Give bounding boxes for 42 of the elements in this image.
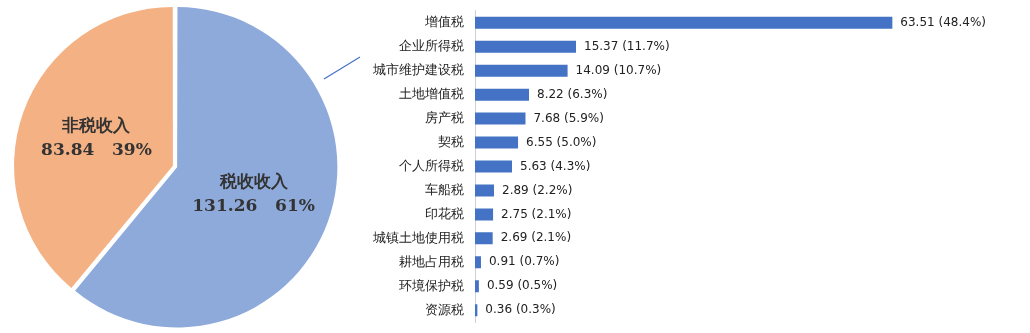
y-tick-label: 土地增值税 bbox=[399, 86, 464, 102]
y-tick-label: 车船税 bbox=[425, 182, 464, 198]
bar bbox=[475, 160, 512, 173]
data-label: 2.75 (2.1%) bbox=[501, 206, 572, 221]
y-tick-label: 增值税 bbox=[424, 14, 464, 30]
data-label: 2.89 (2.2%) bbox=[501, 182, 573, 197]
bar bbox=[475, 64, 568, 77]
y-tick-label: 印花税 bbox=[425, 205, 464, 221]
data-label: 15.37 (11.7%) bbox=[584, 38, 670, 53]
y-tick-label: 契税 bbox=[438, 134, 464, 150]
y-tick-label: 城镇土地使用税 bbox=[372, 229, 464, 245]
bar bbox=[475, 40, 576, 53]
y-tick-label: 企业所得税 bbox=[399, 38, 464, 54]
y-tick-label: 个人所得税 bbox=[399, 158, 464, 174]
bar bbox=[475, 112, 526, 125]
data-label: 0.91 (0.7%) bbox=[488, 254, 560, 269]
bar bbox=[475, 208, 494, 221]
y-tick-label: 资源税 bbox=[425, 301, 464, 317]
data-label: 0.36 (0.3%) bbox=[485, 302, 556, 317]
y-tick-label: 房产税 bbox=[425, 110, 464, 126]
bar bbox=[475, 88, 530, 101]
bar bbox=[475, 16, 893, 29]
data-label: 8.22 (6.3%) bbox=[537, 86, 608, 101]
data-label: 6.55 (5.0%) bbox=[526, 134, 597, 149]
data-label: 5.63 (4.3%) bbox=[520, 158, 591, 173]
y-tick-label: 耕地占用税 bbox=[399, 253, 464, 269]
y-tick-label: 环境保护税 bbox=[399, 277, 464, 293]
slice-label: 非税收入 bbox=[61, 114, 132, 135]
y-tick-label: 城市维护建设税 bbox=[372, 62, 464, 78]
data-label: 7.68 (5.9%) bbox=[533, 110, 604, 125]
data-label: 2.69 (2.1%) bbox=[500, 230, 572, 245]
data-label: 131.26 61% bbox=[192, 195, 315, 216]
bar bbox=[475, 280, 479, 293]
data-label: 63.51 (48.4%) bbox=[900, 14, 987, 29]
data-label: 83.84 39% bbox=[41, 138, 152, 159]
bar bbox=[475, 136, 519, 149]
bar bbox=[475, 232, 493, 245]
data-label: 14.09 (10.7%) bbox=[575, 62, 662, 77]
data-label: 0.59 (0.5%) bbox=[486, 278, 558, 293]
slice-label: 税收收入 bbox=[218, 171, 289, 192]
bar bbox=[475, 184, 494, 197]
bar bbox=[475, 256, 481, 269]
